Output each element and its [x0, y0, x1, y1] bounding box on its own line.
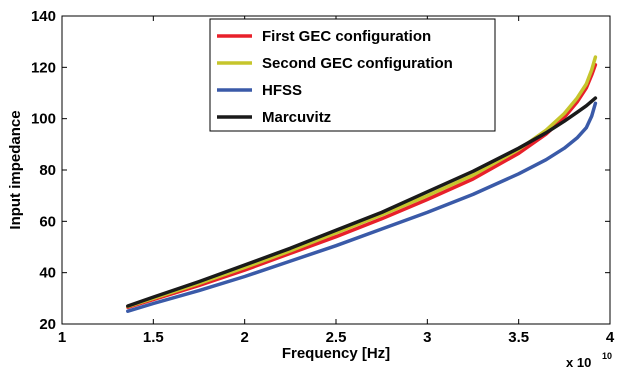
legend-label-3: HFSS — [262, 82, 302, 99]
x-tick-label: 2 — [240, 329, 248, 346]
y-tick-label: 140 — [31, 8, 56, 25]
y-tick-label: 100 — [31, 111, 56, 128]
x-tick-label: 1 — [58, 329, 66, 346]
y-tick-label: 40 — [39, 265, 56, 282]
x-tick-label: 1.5 — [143, 329, 164, 346]
series-line-1 — [126, 63, 598, 310]
y-tick-label: 60 — [39, 213, 56, 230]
y-tick-label: 80 — [39, 162, 56, 179]
series-line-4 — [126, 96, 598, 308]
x-tick-label: 3 — [423, 329, 431, 346]
legend: First GEC configuration Second GEC config… — [209, 18, 496, 132]
legend-label-1: First GEC configuration — [262, 28, 431, 45]
x-tick-label: 4 — [606, 329, 615, 346]
x-tick-label: 3.5 — [508, 329, 529, 346]
y-axis-label: Input impedance — [7, 110, 24, 229]
x-axis-multiplier-exponent: 10 — [602, 351, 612, 361]
y-tick-label: 20 — [39, 316, 56, 333]
y-tick-label: 120 — [31, 59, 56, 76]
legend-label-4: Marcuvitz — [262, 109, 331, 126]
legend-box — [209, 18, 496, 132]
x-tick-label: 2.5 — [326, 329, 347, 346]
legend-label-2: Second GEC configuration — [262, 55, 453, 72]
x-axis-label: Frequency [Hz] — [282, 345, 390, 362]
axis-ticks: 1 1.5 2 2.5 3 3.5 4 20 40 60 80 100 120 140 — [31, 8, 615, 346]
legend-items: First GEC configuration Second GEC config… — [217, 28, 453, 126]
series-line-3 — [126, 101, 598, 313]
series-line-2 — [126, 55, 598, 309]
x-axis-multiplier: x 10 — [566, 355, 591, 370]
series-layer — [126, 55, 598, 313]
